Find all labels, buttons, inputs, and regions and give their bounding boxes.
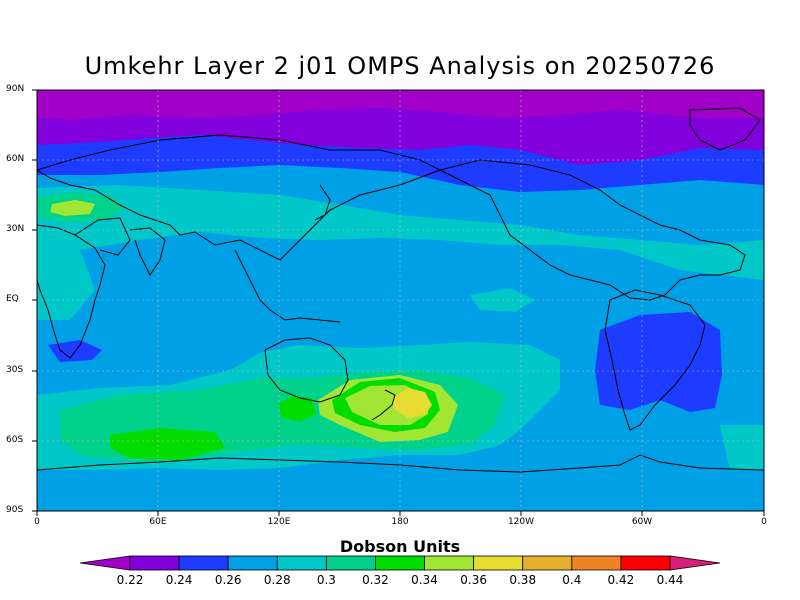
lon-label-180: 180: [391, 517, 409, 527]
band-southern-cyan-east: [720, 425, 764, 470]
colorbar-title: Dobson Units: [339, 537, 461, 556]
coast-arabia: [74, 217, 131, 256]
coast-south-america: [604, 289, 706, 431]
coast-australia: [264, 337, 349, 403]
colorbar-label: 0.32: [362, 573, 389, 587]
lon-label-60w: 60W: [631, 517, 653, 527]
coast-north-america: [438, 159, 746, 301]
colorbar-label: 0.36: [460, 573, 487, 587]
colorbar-label: 0.34: [411, 573, 438, 587]
patch-mideast-lime: [50, 200, 95, 216]
colorbar-box: [571, 555, 622, 571]
lon-label-0-east: 0: [761, 517, 767, 527]
lat-label-30s: 30S: [6, 365, 24, 375]
colorbar-box: [276, 555, 327, 571]
colorbar-box: [375, 555, 425, 571]
colorbar-arrow-high: [669, 555, 721, 571]
band-northern-cyan: [37, 185, 764, 280]
colorbar-box: [227, 555, 278, 571]
lon-label-60e: 60E: [149, 517, 167, 527]
colorbar-label: 0.4: [562, 573, 582, 587]
coast-eurasia: [37, 134, 442, 261]
lat-label-eq: EQ: [6, 294, 19, 304]
ozone-field: [37, 90, 764, 511]
patch-africa-cyan: [37, 250, 95, 320]
lon-label-120e: 120E: [267, 517, 291, 527]
colorbar-box: [473, 555, 524, 571]
lat-label-60s: 60S: [6, 435, 24, 445]
lat-label-60n: 60N: [6, 154, 25, 164]
colorbar-arrow-low: [79, 555, 131, 571]
coastlines: [37, 107, 764, 473]
coast-india: [129, 227, 166, 276]
colorbar-label: 0.26: [214, 573, 242, 587]
colorbar-label: 0.22: [116, 573, 144, 587]
colorbar-label: 0.38: [509, 573, 537, 587]
coast-new-zealand: [371, 389, 396, 421]
lat-label-90s: 90S: [6, 505, 24, 515]
patch-tasman-green-small: [278, 396, 316, 422]
colorbar-label: 0.42: [607, 573, 635, 587]
gridlines: [37, 90, 764, 511]
tick-marks: [32, 89, 765, 516]
lon-label-0: 0: [34, 517, 40, 527]
colorbar-box: [178, 555, 229, 571]
colorbar-label: 0.44: [656, 573, 684, 587]
colorbar-box: [325, 555, 376, 571]
colorbar: [79, 555, 721, 571]
colorbar-box: [424, 555, 475, 571]
band-arctic-purple: [37, 90, 764, 120]
coast-africa: [37, 224, 106, 359]
coast-antarctica: [37, 454, 764, 473]
colorbar-label: 0.28: [263, 573, 291, 587]
lon-label-120w: 120W: [507, 517, 535, 527]
lat-label-90n: 90N: [6, 84, 25, 94]
colorbar-box: [129, 555, 180, 571]
colorbar-label: 0.24: [165, 573, 193, 587]
patch-nz-yellow: [392, 388, 432, 418]
coast-greenland: [689, 107, 761, 151]
colorbar-box: [522, 555, 573, 571]
map-title: Umkehr Layer 2 j01 OMPS Analysis on 2025…: [84, 52, 716, 80]
colorbar-box: [620, 555, 671, 571]
colorbar-label: 0.3: [316, 573, 336, 587]
coast-southeast-asia: [234, 249, 341, 323]
lat-label-30n: 30N: [6, 224, 25, 234]
patch-southamerica-blue: [595, 312, 722, 412]
coast-japan: [314, 184, 331, 221]
patch-indian-green: [110, 428, 225, 460]
